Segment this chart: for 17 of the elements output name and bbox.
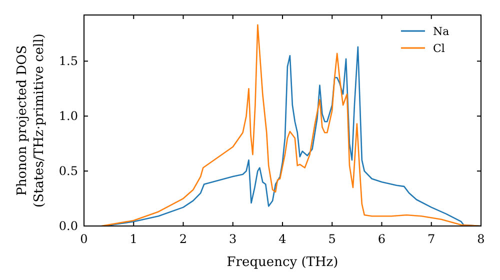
x-tick-label: 5	[328, 232, 336, 246]
y-axis-title: Phonon projected DOS (States/THz·primitive cell)	[15, 33, 47, 208]
legend-label: Na	[433, 25, 450, 38]
x-tick-label: 8	[477, 232, 485, 246]
x-tick-label: 2	[179, 232, 188, 246]
x-tick-label: 4	[278, 232, 287, 246]
x-tick-label: 0	[80, 232, 88, 246]
y-tick-label: 1.5	[58, 54, 78, 68]
x-axis-title: Frequency (THz)	[226, 255, 338, 270]
y-tick-label: 1.0	[58, 109, 78, 124]
y-tick-label: 0.0	[58, 219, 78, 233]
x-tick-label: 1	[130, 232, 138, 246]
x-tick-label: 3	[229, 232, 237, 246]
y-tick-label: 0.5	[58, 164, 78, 178]
legend-label: Cl	[433, 42, 446, 55]
x-tick-label: 7	[428, 232, 436, 246]
x-tick-label: 6	[378, 232, 386, 246]
